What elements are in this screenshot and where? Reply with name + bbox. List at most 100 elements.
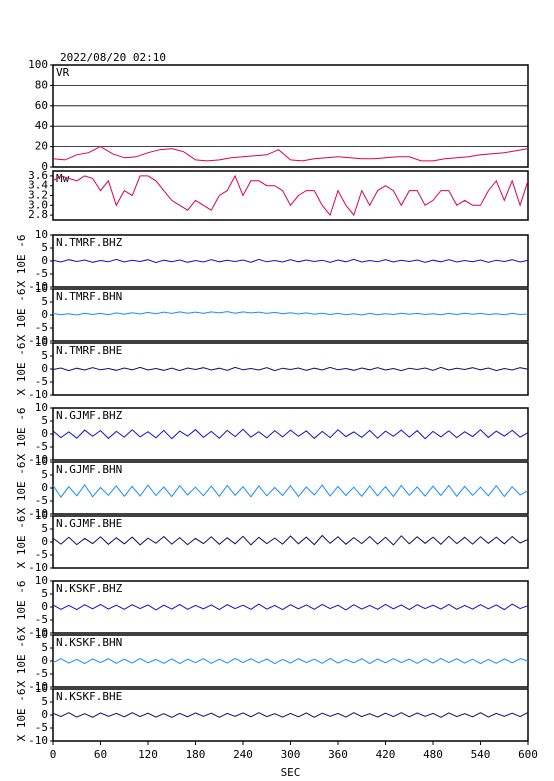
y-tick-label: 0 (41, 600, 48, 613)
y-tick-label: -10 (28, 561, 48, 574)
trace-line (52, 311, 529, 316)
y-tick-label: 5 (41, 295, 48, 308)
trace-line (52, 174, 529, 217)
y-tick-label: 80 (35, 78, 48, 91)
panel-label: VR (56, 66, 70, 79)
trace-line (52, 484, 529, 498)
y-tick-label: 5 (41, 587, 48, 600)
y-tick-label: -5 (35, 548, 48, 561)
y-tick-label: 0 (41, 362, 48, 375)
x-tick-label: 300 (281, 748, 301, 761)
panel-label: N.TMRF.BHZ (56, 236, 123, 249)
panel-label: N.GJMF.BHZ (56, 409, 123, 422)
y-tick-label: 2.8 (28, 208, 48, 221)
y-tick-label: 0 (41, 308, 48, 321)
y-tick-label: 5 (41, 349, 48, 362)
y-tick-label: 10 (35, 628, 48, 641)
trace-line (52, 428, 529, 440)
y-tick-label: 0 (41, 654, 48, 667)
trace-line (52, 657, 529, 665)
y-axis-label: X 10E -6 (15, 635, 28, 688)
y-tick-label: -5 (35, 721, 48, 734)
trace-line (52, 146, 529, 162)
y-tick-label: 0 (41, 254, 48, 267)
x-tick-label: 600 (518, 748, 538, 761)
y-tick-label: -5 (35, 613, 48, 626)
x-axis-label: SEC (281, 766, 301, 779)
trace-line (52, 366, 529, 372)
chart-title: 2022/08/20 02:10 (60, 51, 166, 64)
y-tick-label: 40 (35, 119, 48, 132)
trace-line (52, 258, 529, 264)
y-tick-label: 10 (35, 455, 48, 468)
y-tick-label: 5 (41, 522, 48, 535)
y-tick-label: 10 (35, 228, 48, 241)
y-tick-label: -10 (28, 734, 48, 747)
x-tick-label: 60 (94, 748, 107, 761)
y-tick-label: -10 (28, 680, 48, 693)
y-tick-label: 3.6 (28, 169, 48, 182)
x-tick-label: 480 (423, 748, 443, 761)
panel-frame (52, 288, 529, 342)
y-tick-label: 0 (41, 427, 48, 440)
y-tick-label: -10 (28, 507, 48, 520)
y-axis-label: X 10E -6 (15, 289, 28, 342)
panel-frame (52, 170, 529, 221)
panel-label: N.GJMF.BHE (56, 517, 122, 530)
panel-frame (52, 580, 529, 634)
x-tick-label: 240 (233, 748, 253, 761)
y-axis-label: X 10E -6 (15, 462, 28, 515)
panel-frame (52, 461, 529, 515)
y-tick-label: 10 (35, 574, 48, 587)
y-tick-label: 10 (35, 282, 48, 295)
y-tick-label: 0 (41, 160, 48, 173)
trace-line (52, 603, 529, 611)
panel-frame (52, 407, 529, 461)
y-tick-label: 10 (35, 682, 48, 695)
y-tick-label: 0 (41, 708, 48, 721)
panel-frame (52, 688, 529, 742)
x-tick-label: 0 (50, 748, 57, 761)
y-tick-label: -10 (28, 453, 48, 466)
y-tick-label: 5 (41, 695, 48, 708)
panel-frame (52, 634, 529, 688)
x-tick-label: 360 (328, 748, 348, 761)
y-tick-label: 20 (35, 140, 48, 153)
y-tick-label: 10 (35, 509, 48, 522)
trace-line (52, 711, 529, 718)
panel-frame (52, 515, 529, 569)
y-tick-label: 10 (35, 401, 48, 414)
y-tick-label: 3.2 (28, 189, 48, 202)
panel-frame (52, 234, 529, 288)
panel-label: N.KSKF.BHZ (56, 582, 123, 595)
x-tick-label: 120 (138, 748, 158, 761)
y-tick-label: -5 (35, 321, 48, 334)
x-tick-label: 180 (186, 748, 206, 761)
y-axis-label: X 10E -6 (15, 343, 28, 396)
y-axis-label: X 10E -6 (15, 408, 28, 461)
y-tick-label: 5 (41, 241, 48, 254)
panel-label: N.TMRF.BHN (56, 290, 122, 303)
y-axis-label: X 10E -6 (15, 581, 28, 634)
panel-label: N.GJMF.BHN (56, 463, 122, 476)
y-axis-label: X 10E -6 (15, 516, 28, 569)
y-tick-label: -10 (28, 388, 48, 401)
y-tick-label: 5 (41, 468, 48, 481)
y-axis-label: X 10E -6 (15, 689, 28, 742)
y-tick-label: -5 (35, 494, 48, 507)
panel-label: N.TMRF.BHE (56, 344, 122, 357)
y-tick-label: -10 (28, 626, 48, 639)
y-tick-label: 10 (35, 336, 48, 349)
y-tick-label: -5 (35, 440, 48, 453)
x-tick-label: 540 (471, 748, 491, 761)
trace-line (52, 534, 529, 546)
panel-frame (52, 64, 529, 168)
y-tick-label: 3.4 (28, 179, 48, 192)
y-tick-label: 0 (41, 481, 48, 494)
y-tick-label: 5 (41, 641, 48, 654)
y-tick-label: 60 (35, 99, 48, 112)
panel-label: N.KSKF.BHE (56, 690, 122, 703)
panel-label: N.KSKF.BHN (56, 636, 122, 649)
